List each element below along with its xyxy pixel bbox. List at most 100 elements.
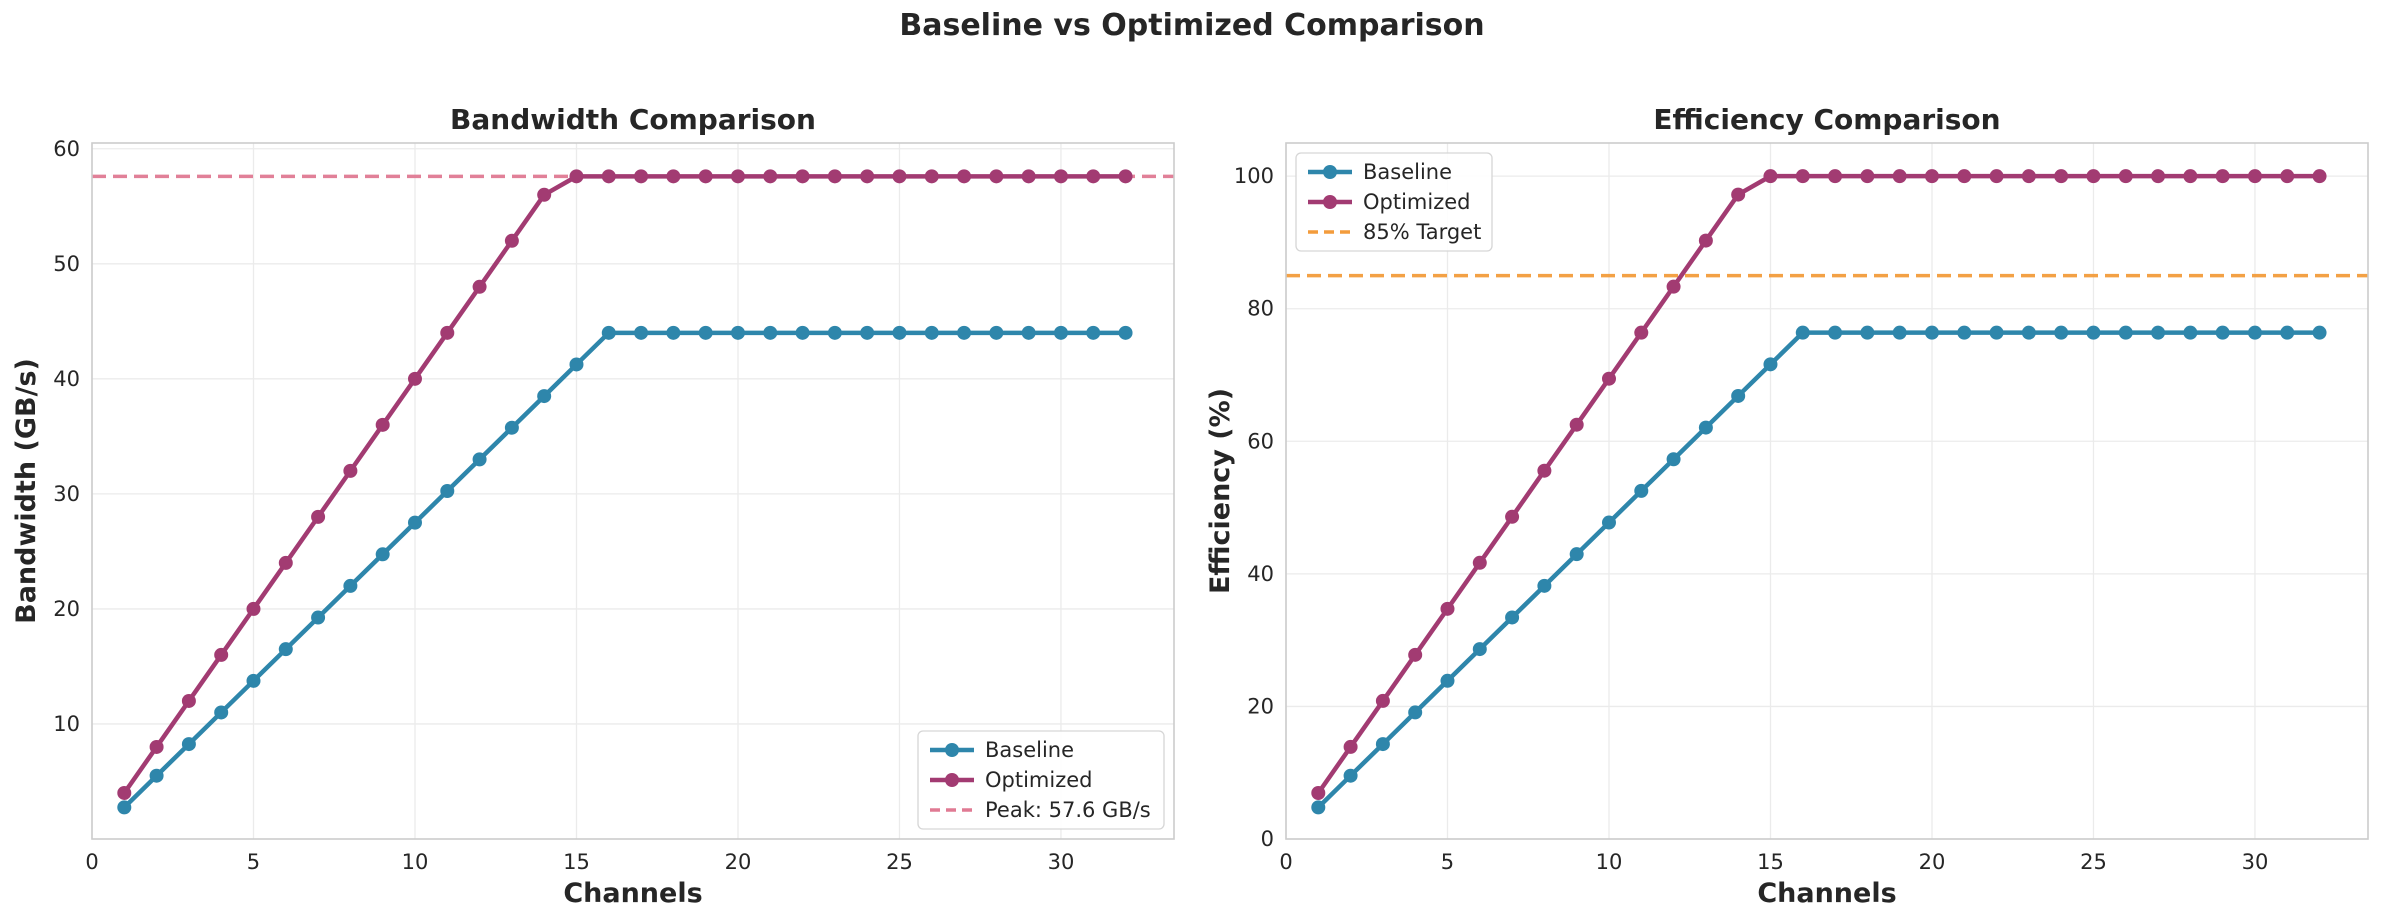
legend-label: Baseline	[985, 738, 1074, 762]
legend: Baseline Optimized Peak: 57.6 GB/s	[917, 730, 1165, 830]
data-point-optimized	[1505, 509, 1520, 524]
data-point-optimized	[1118, 169, 1133, 184]
data-point-optimized	[763, 169, 778, 184]
x-tick-label: 15	[563, 850, 590, 874]
data-point-optimized	[149, 739, 164, 754]
data-point-optimized	[989, 169, 1004, 184]
legend-label: Optimized	[1363, 190, 1471, 214]
data-point-baseline	[1860, 325, 1875, 340]
data-point-baseline	[634, 325, 649, 340]
data-point-baseline	[1957, 325, 1972, 340]
x-tick-label: 25	[886, 850, 913, 874]
data-point-baseline	[698, 325, 713, 340]
data-point-baseline	[311, 610, 326, 625]
x-tick-label: 10	[402, 850, 429, 874]
legend-label: Peak: 57.6 GB/s	[985, 798, 1151, 822]
data-point-baseline	[1537, 578, 1552, 593]
data-point-baseline	[1828, 325, 1843, 340]
data-point-baseline	[795, 325, 810, 340]
x-tick-label: 5	[1441, 850, 1454, 874]
legend-box	[917, 730, 1165, 830]
legend-label: Baseline	[1363, 160, 1452, 184]
legend-box	[1295, 152, 1493, 252]
data-point-optimized	[2151, 169, 2166, 184]
data-point-baseline	[2118, 325, 2133, 340]
efficiency-chart: 0 5 10 15 20 25 30 0 20 40 60 80 100 Efficiency Compa…	[1205, 103, 2369, 909]
data-point-baseline	[343, 578, 358, 593]
data-point-optimized	[1375, 693, 1390, 708]
legend-swatch-marker	[945, 773, 959, 787]
data-point-baseline	[1698, 420, 1713, 435]
y-tick-label: 10	[53, 712, 80, 736]
data-point-baseline	[1731, 388, 1746, 403]
data-point-optimized	[1021, 169, 1036, 184]
data-point-baseline	[860, 325, 875, 340]
data-point-baseline	[2280, 325, 2295, 340]
x-tick-label: 10	[1596, 850, 1623, 874]
data-point-optimized	[1343, 739, 1358, 754]
data-point-baseline	[1569, 547, 1584, 562]
data-point-baseline	[149, 768, 164, 783]
data-point-optimized	[1731, 187, 1746, 202]
data-point-baseline	[1375, 737, 1390, 752]
data-point-baseline	[1440, 673, 1455, 688]
y-tick-label: 100	[1234, 164, 1274, 188]
data-point-baseline	[1601, 515, 1616, 530]
y-axis-label: Efficiency (%)	[1205, 388, 1236, 594]
data-point-optimized	[311, 509, 326, 524]
data-point-baseline	[2183, 325, 2198, 340]
data-point-optimized	[1666, 279, 1681, 294]
figure-title: Baseline vs Optimized Comparison	[899, 8, 1485, 43]
data-point-optimized	[601, 169, 616, 184]
plot-area	[92, 143, 1174, 839]
data-point-baseline	[1343, 768, 1358, 783]
data-point-optimized	[2118, 169, 2133, 184]
data-point-optimized	[1311, 785, 1326, 800]
data-point-optimized	[827, 169, 842, 184]
data-point-optimized	[440, 325, 455, 340]
data-point-optimized	[1408, 647, 1423, 662]
data-point-optimized	[472, 279, 487, 294]
data-point-baseline	[1634, 483, 1649, 498]
data-point-baseline	[2312, 325, 2327, 340]
data-point-optimized	[1989, 169, 2004, 184]
data-point-baseline	[1763, 357, 1778, 372]
data-point-optimized	[375, 417, 390, 432]
data-point-baseline	[1086, 325, 1101, 340]
x-tick-label: 0	[85, 850, 98, 874]
data-point-optimized	[2312, 169, 2327, 184]
data-point-baseline	[1021, 325, 1036, 340]
data-point-optimized	[1860, 169, 1875, 184]
data-point-optimized	[343, 463, 358, 478]
data-point-baseline	[117, 800, 132, 815]
data-point-baseline	[1472, 642, 1487, 657]
legend-label: Optimized	[985, 768, 1093, 792]
data-point-baseline	[730, 325, 745, 340]
data-point-optimized	[214, 647, 229, 662]
data-point-baseline	[827, 325, 842, 340]
data-point-optimized	[1086, 169, 1101, 184]
data-point-baseline	[1311, 800, 1326, 815]
data-point-optimized	[2183, 169, 2198, 184]
data-point-optimized	[1892, 169, 1907, 184]
data-point-optimized	[924, 169, 939, 184]
data-point-optimized	[1569, 417, 1584, 432]
x-tick-label: 25	[2080, 850, 2107, 874]
data-point-optimized	[407, 371, 422, 386]
data-point-baseline	[569, 357, 584, 372]
y-tick-label: 80	[1247, 297, 1274, 321]
data-point-optimized	[569, 169, 584, 184]
data-point-baseline	[601, 325, 616, 340]
y-tick-label: 30	[53, 482, 80, 506]
data-point-optimized	[730, 169, 745, 184]
x-axis-label: Channels	[563, 878, 702, 909]
data-point-optimized	[246, 601, 261, 616]
data-point-optimized	[1472, 555, 1487, 570]
data-point-optimized	[892, 169, 907, 184]
data-point-baseline	[2151, 325, 2166, 340]
plot-frame	[1285, 142, 2369, 840]
data-point-optimized	[1634, 325, 1649, 340]
data-point-baseline	[1989, 325, 2004, 340]
data-point-baseline	[1892, 325, 1907, 340]
data-point-optimized	[2086, 169, 2101, 184]
